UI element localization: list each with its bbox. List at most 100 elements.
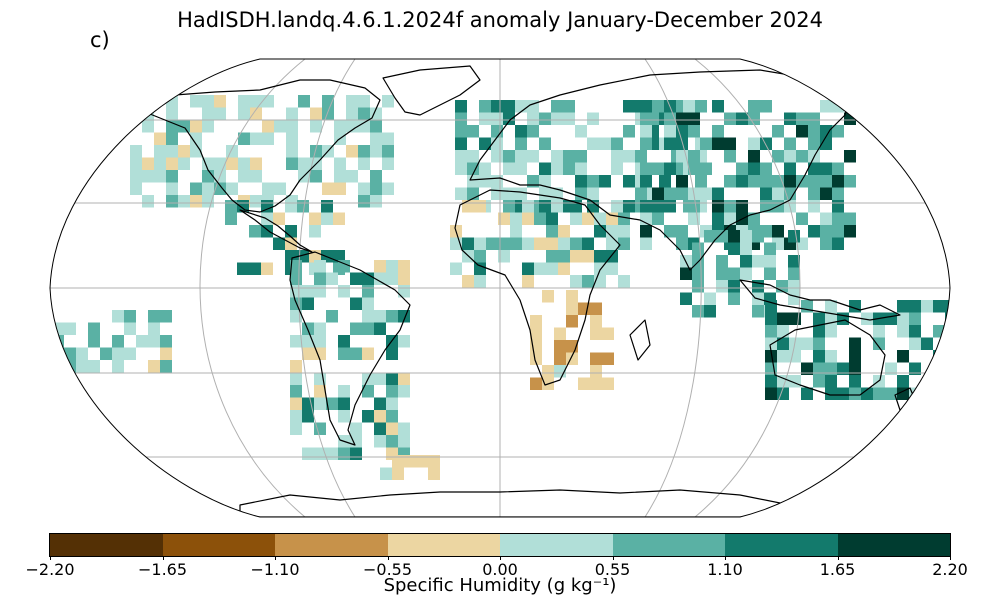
colorbar-segment [837,534,950,556]
anomaly-cell [921,300,933,313]
anomaly-cell [844,225,856,238]
anomaly-cell [909,300,921,313]
anomaly-cell [712,187,724,200]
anomaly-cell [808,112,820,125]
anomaly-cell [370,182,382,195]
anomaly-cell [290,422,302,435]
anomaly-cell [321,212,333,225]
anomaly-cell [314,347,326,360]
anomaly-cell [250,157,262,170]
anomaly-cell [358,157,370,170]
anomaly-cell [522,212,534,225]
anomaly-cell [712,125,724,138]
anomaly-cell [921,387,933,400]
anomaly-cell [250,170,262,183]
anomaly-cell [88,360,100,373]
anomaly-cell [166,195,178,208]
anomaly-cell [551,150,563,163]
anomaly-cell [392,455,404,468]
anomaly-cell [428,455,440,468]
anomaly-cell [462,237,474,250]
anomaly-cell [606,212,618,225]
anomaly-cell [362,347,374,360]
north-america-outline [139,79,381,213]
anomaly-cell [382,157,394,170]
anomaly-cell [386,272,398,285]
anomaly-cell [467,125,479,138]
anomaly-cell [370,120,382,133]
anomaly-cell [238,132,250,145]
anomaly-cell [849,300,861,313]
anomaly-cell [346,120,358,133]
anomaly-cell [530,327,542,340]
anomaly-cell [712,100,724,113]
anomaly-cell [362,410,374,423]
anomaly-cell [945,387,950,400]
anomaly-cell [820,125,832,138]
anomaly-cell [570,275,582,288]
anomaly-cell [76,347,88,360]
anomaly-cell [801,387,813,400]
anomaly-cell [455,100,467,113]
anomaly-cell [849,375,861,388]
anomaly-cell [100,347,112,360]
colorbar-tick [275,556,276,560]
anomaly-cell [602,327,614,340]
anomaly-cell [716,267,728,280]
anomaly-cell [676,137,688,150]
anomaly-cell [314,422,326,435]
anomaly-cell [897,312,909,325]
anomaly-cell [688,162,700,175]
anomaly-cell [885,312,897,325]
anomaly-cell [386,435,398,448]
anomaly-cell [808,200,820,213]
anomaly-cell [190,120,202,133]
anomaly-cell [374,410,386,423]
anomaly-cell [290,410,302,423]
anomaly-cell [664,162,676,175]
africa-outline [454,189,621,386]
maritime-southeast-asia-outline [739,279,901,321]
anomaly-cell [652,100,664,113]
map-boundary [49,58,951,518]
anomaly-cell [338,397,350,410]
anomaly-cell [148,322,160,335]
anomaly-cell [380,467,392,480]
anomaly-cell [796,212,808,225]
anomaly-cell [462,200,474,213]
anomaly-cell [398,435,410,448]
anomaly-cell [202,107,214,120]
anomaly-cell [503,150,515,163]
colorbar-segment [387,534,500,556]
anomaly-cell [712,137,724,150]
anomaly-cell [515,137,527,150]
anomaly-cell [52,347,64,360]
anomaly-cell [640,125,652,138]
anomaly-cell [554,340,566,353]
colorbar-tick [50,556,51,560]
anomaly-cell [142,195,154,208]
anomaly-cell [594,250,606,263]
anomaly-cell [551,200,563,213]
anomaly-cell [740,255,752,268]
anomaly-cell [462,275,474,288]
anomaly-cell [522,200,534,213]
colorbar-segment [500,534,613,556]
anomaly-cell [688,112,700,125]
anomaly-cell [724,137,736,150]
anomaly-cell [563,162,575,175]
anomaly-cell [570,212,582,225]
anomaly-cell [130,95,142,108]
meridian-line [694,59,801,517]
anomaly-cell [491,100,503,113]
anomaly-cell [334,157,346,170]
anomaly-cell [358,95,370,108]
anomaly-cell [346,107,358,120]
meridian-line [298,59,356,517]
anomaly-cell [700,187,712,200]
anomaly-cell [262,132,274,145]
anomaly-cell [112,335,124,348]
anomaly-cell [455,137,467,150]
anomaly-cell [503,100,515,113]
anomaly-cell [88,322,100,335]
